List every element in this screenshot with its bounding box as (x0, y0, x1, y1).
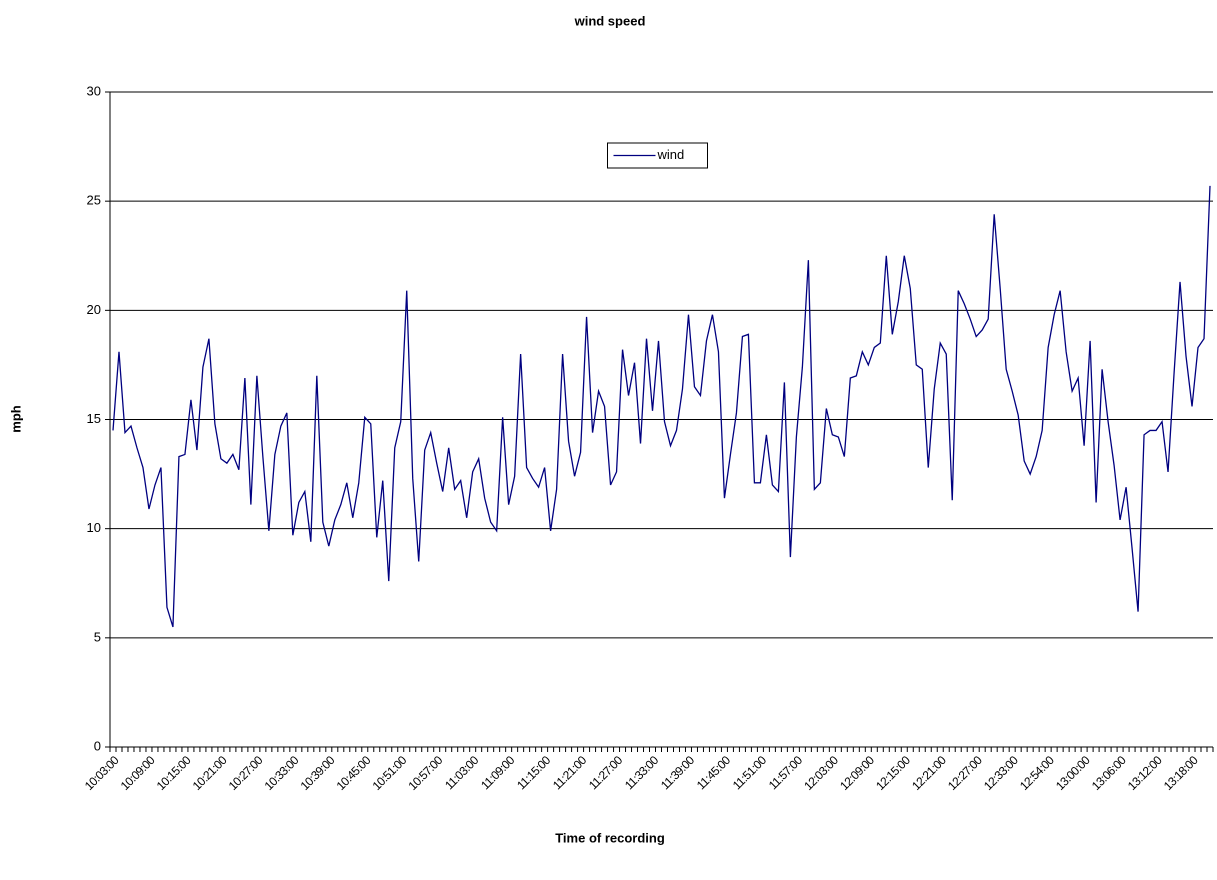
y-tick-label: 10 (87, 520, 101, 535)
x-tick-label: 13:00:00 (1053, 753, 1093, 793)
y-tick-label: 30 (87, 83, 101, 98)
x-tick-label: 11:51:00 (730, 753, 770, 793)
x-tick-label: 10:21:00 (190, 753, 230, 793)
x-tick-label: 11:21:00 (550, 753, 590, 793)
x-tick-label: 10:03:00 (82, 753, 122, 793)
chart-title: wind speed (574, 13, 646, 28)
x-tick-label: 11:03:00 (442, 753, 482, 793)
x-tick-label: 11:27:00 (586, 753, 626, 793)
x-tick-label: 12:21:00 (909, 753, 949, 793)
y-tick-label: 0 (94, 738, 101, 753)
x-tick-label: 10:57:00 (406, 753, 446, 793)
legend-label: wind (657, 147, 685, 162)
y-tick-label: 5 (94, 629, 101, 644)
x-tick-label: 10:33:00 (262, 753, 302, 793)
legend: wind (607, 142, 708, 169)
y-tick-label: 20 (87, 302, 101, 317)
x-tick-label: 10:15:00 (154, 753, 194, 793)
x-tick-label: 12:33:00 (981, 753, 1021, 793)
x-tick-label: 11:45:00 (694, 753, 734, 793)
x-tick-label: 10:45:00 (334, 753, 374, 793)
x-tick-label: 11:09:00 (478, 753, 518, 793)
line-series (112, 185, 1211, 628)
y-axis-title: mph (8, 405, 23, 433)
x-tick-label: 10:27:00 (226, 753, 266, 793)
x-tick-label: 10:51:00 (370, 753, 410, 793)
x-tick-label: 12:54:00 (1017, 753, 1057, 793)
x-tick-label: 11:57:00 (766, 753, 806, 793)
y-tick-label: 25 (87, 193, 101, 208)
x-tick-label: 11:39:00 (658, 753, 698, 793)
x-tick-label: 11:33:00 (622, 753, 662, 793)
x-tick-label: 12:09:00 (837, 753, 877, 793)
x-tick-label: 13:12:00 (1125, 753, 1165, 793)
x-tick-label: 12:15:00 (873, 753, 913, 793)
x-tick-label: 13:06:00 (1089, 753, 1129, 793)
x-tick-label: 11:15:00 (514, 753, 554, 793)
x-tick-label: 13:18:00 (1161, 753, 1201, 793)
x-tick-label: 12:27:00 (945, 753, 985, 793)
y-tick-label: 15 (87, 411, 101, 426)
x-tick-label: 12:03:00 (801, 753, 841, 793)
x-tick-label: 10:09:00 (118, 753, 158, 793)
x-tick-label: 10:39:00 (298, 753, 338, 793)
x-axis-title: Time of recording (555, 830, 665, 845)
